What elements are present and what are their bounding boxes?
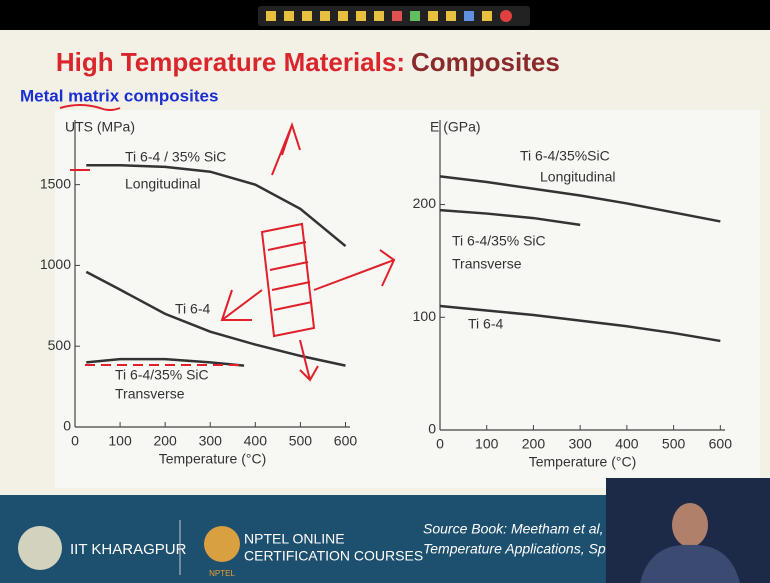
series-label: Ti 6-4 (175, 301, 210, 317)
x-axis-label: Temperature (°C) (159, 451, 267, 467)
x-tick-label: 300 (199, 433, 223, 449)
source: Source Book: Meetham et al, Ma (423, 521, 627, 537)
x-tick-label: 0 (436, 436, 444, 452)
y-tick-label: 500 (48, 337, 72, 353)
series-label: Ti 6-4/35% SiC (115, 367, 209, 383)
x-tick-label: 100 (475, 436, 499, 452)
nptel-line: CERTIFICATION COURSES (244, 548, 423, 564)
subtitle: Metal matrix composites (20, 86, 218, 105)
slide-title: High Temperature Materials: (56, 47, 405, 77)
y-tick-label: 0 (428, 421, 436, 437)
x-tick-label: 300 (568, 436, 592, 452)
series-annotation: Transverse (115, 386, 185, 402)
x-tick-label: 0 (71, 433, 79, 449)
y-tick-label: 1000 (40, 256, 71, 272)
x-tick-label: 400 (615, 436, 639, 452)
y-tick-label: 0 (63, 418, 71, 434)
x-tick-label: 400 (244, 433, 268, 449)
slide-title-accent: Composites (411, 47, 560, 77)
y-tick-label: 1500 (40, 175, 71, 191)
x-axis-label: Temperature (°C) (529, 454, 637, 470)
series-label: Ti 6-4/35% SiC (452, 233, 546, 249)
x-tick-label: 200 (153, 433, 177, 449)
x-tick-label: 200 (522, 436, 546, 452)
nptel-logo (204, 526, 240, 562)
series-annotation: Transverse (452, 256, 522, 272)
iit-logo (18, 526, 62, 570)
x-tick-label: 100 (108, 433, 132, 449)
source: Temperature Applications, Sprin (423, 541, 621, 557)
x-tick-label: 600 (709, 436, 733, 452)
x-tick-label: 600 (334, 433, 358, 449)
nptel-logo-text: NPTEL (209, 569, 235, 578)
y-axis-label: E (GPa) (430, 119, 481, 135)
series-label: Ti 6-4/35%SiC (520, 148, 610, 164)
series-label: Ti 6-4 (468, 316, 503, 332)
x-tick-label: 500 (662, 436, 686, 452)
y-axis-label: UTS (MPa) (65, 119, 135, 135)
slide: High Temperature Materials: Composites M… (0, 0, 770, 583)
y-tick-label: 200 (413, 195, 437, 211)
institute: IIT KHARAGPUR (70, 541, 187, 558)
x-tick-label: 500 (289, 433, 313, 449)
series-annotation: Longitudinal (540, 169, 616, 185)
nptel-line: NPTEL ONLINE (244, 531, 345, 547)
series-annotation: Longitudinal (125, 176, 201, 192)
y-tick-label: 100 (413, 308, 437, 324)
series-label: Ti 6-4 / 35% SiC (125, 149, 226, 165)
presenter (672, 503, 708, 547)
